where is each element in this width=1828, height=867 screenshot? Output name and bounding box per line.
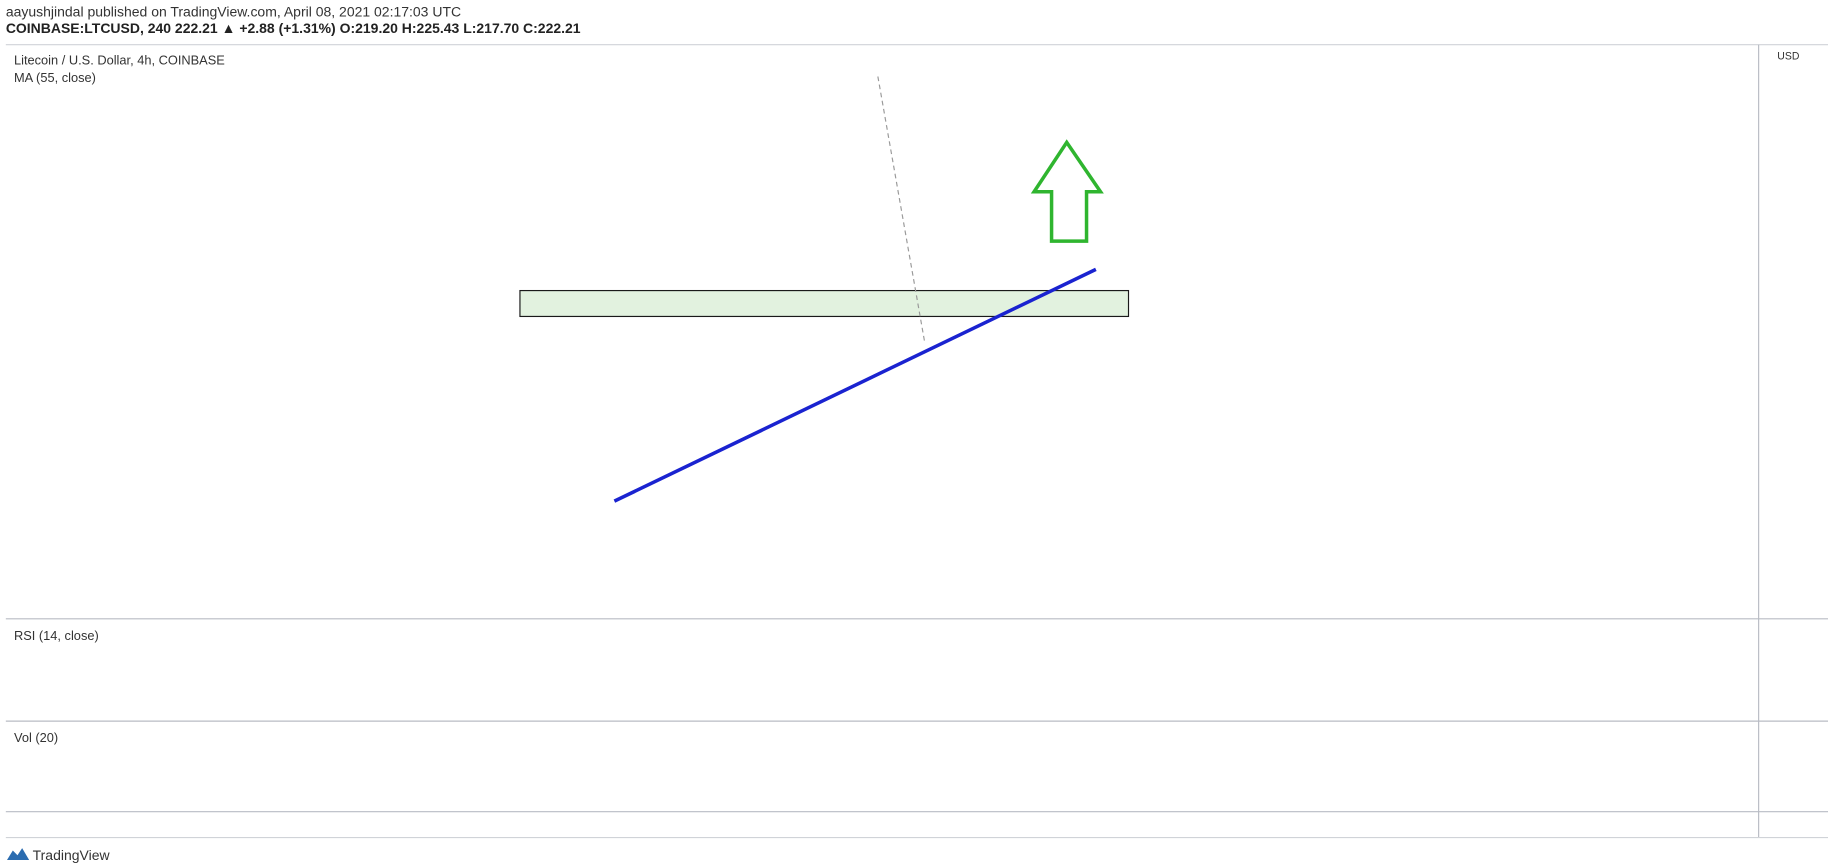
up-arrow <box>1030 139 1104 243</box>
ma-legend: MA (55, close) <box>14 70 96 85</box>
symbol-line: COINBASE:LTCUSD, 240 222.21 ▲ +2.88 (+1.… <box>6 20 581 36</box>
brand: TradingView <box>33 847 111 863</box>
support-zone <box>519 289 1130 318</box>
publisher: aayushjindal published on TradingView.co… <box>6 4 461 20</box>
trend-line <box>613 267 1097 503</box>
currency: USD <box>1777 50 1800 62</box>
logo <box>6 848 30 860</box>
vol-title: Vol (20) <box>14 730 58 745</box>
pane-title: Litecoin / U.S. Dollar, 4h, COINBASE <box>14 53 225 68</box>
fib-connector <box>877 76 926 342</box>
rsi-title: RSI (14, close) <box>14 628 99 643</box>
